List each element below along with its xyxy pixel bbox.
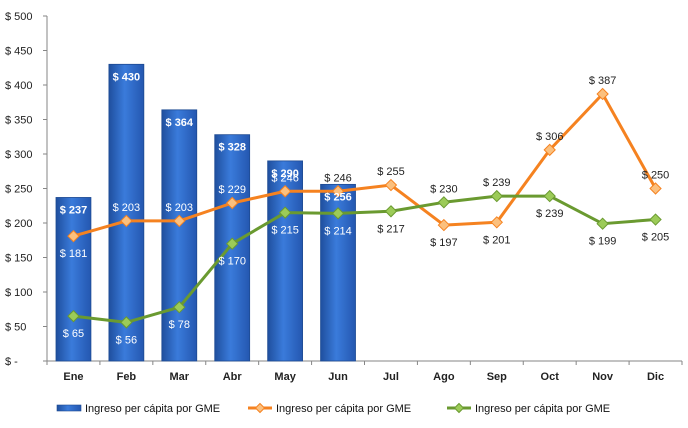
- legend-label: Ingreso per cápita por GME: [276, 403, 411, 415]
- data-point: [173, 300, 186, 314]
- line-value-label: $ 229: [218, 184, 246, 196]
- data-point: [543, 143, 556, 157]
- data-point: [543, 189, 556, 203]
- x-tick-label: Jul: [383, 371, 399, 383]
- data-point: [331, 207, 345, 220]
- line-value-label: $ 250: [642, 170, 670, 182]
- data-point: [437, 196, 451, 209]
- line-value-label: $ 78: [169, 319, 190, 331]
- line-value-label: $ 255: [377, 166, 405, 178]
- data-point: [331, 185, 345, 198]
- x-tick-label: Oct: [541, 371, 560, 383]
- line-value-label: $ 181: [60, 248, 88, 260]
- data-point: [490, 216, 503, 229]
- data-point: [649, 213, 662, 226]
- bar: [161, 109, 198, 362]
- line-value-label: $ 201: [483, 234, 511, 246]
- x-tick-label: Sep: [487, 371, 507, 383]
- x-tick-label: Feb: [117, 371, 137, 383]
- data-point: [226, 237, 239, 250]
- y-tick-label: $ 300: [5, 149, 33, 161]
- series-line: [73, 92, 657, 238]
- line-value-label: $ 230: [430, 183, 458, 195]
- line-value-label: $ 306: [536, 131, 564, 143]
- data-point: [437, 218, 451, 232]
- x-tick-label: Nov: [592, 371, 614, 383]
- y-tick-label: $ -: [5, 356, 18, 368]
- bar-series: [55, 63, 356, 362]
- line-value-label: $ 65: [63, 328, 84, 340]
- data-point: [173, 214, 186, 228]
- legend-label: Ingreso per cápita por GME: [475, 403, 610, 415]
- line-value-label: $ 203: [113, 202, 141, 214]
- legend-marker: [254, 402, 266, 414]
- x-tick-label: Abr: [223, 371, 243, 383]
- axes: $ - $ 50 $ 100 $ 150 $ 200 $ 250 $ 300 $ 350 $ 4…: [5, 11, 683, 383]
- line-value-label: $ 246: [324, 172, 352, 184]
- data-point: [226, 196, 239, 210]
- x-tick-label: Ago: [433, 371, 455, 383]
- y-tick-label: $ 250: [5, 184, 33, 196]
- bar-value-label: $ 237: [60, 204, 88, 216]
- x-tick-label: May: [274, 371, 296, 383]
- data-point: [384, 205, 398, 218]
- line-value-label: $ 197: [430, 237, 458, 249]
- line-value-label: $ 215: [271, 225, 299, 237]
- line-value-label: $ 203: [166, 202, 194, 214]
- line-value-label: $ 246: [271, 172, 299, 184]
- bar: [55, 197, 92, 362]
- x-tick-label: Mar: [170, 371, 190, 383]
- y-tick-label: $ 50: [5, 322, 26, 334]
- legend: Ingreso per cápita por GME Ingreso per cá…: [56, 402, 610, 415]
- data-point: [278, 206, 292, 219]
- line-series: [67, 87, 662, 329]
- line-value-label: $ 217: [377, 223, 405, 235]
- y-tick-label: $ 100: [5, 287, 33, 299]
- line-value-label: $ 170: [218, 256, 246, 268]
- bar-value-label: $ 290: [271, 168, 299, 180]
- legend-label: Ingreso per cápita por GME: [85, 403, 220, 415]
- bar-value-label: $ 430: [113, 71, 141, 83]
- y-tick-label: $ 400: [5, 80, 33, 92]
- legend-marker: [453, 402, 465, 414]
- x-tick-label: Jun: [328, 371, 348, 383]
- data-point: [120, 214, 133, 228]
- data-point: [596, 87, 609, 101]
- bar: [108, 63, 145, 362]
- legend-swatch: [56, 404, 82, 412]
- data-point: [490, 189, 503, 203]
- data-point: [278, 185, 292, 198]
- data-labels: $ 237 $ 430 $ 364 $ 328 $ 290 $ 256 $ 181 $ 203…: [60, 71, 670, 346]
- line-value-label: $ 205: [642, 232, 670, 244]
- line-value-label: $ 214: [324, 225, 352, 237]
- bar-value-label: $ 364: [166, 117, 194, 129]
- x-tick-label: Dic: [647, 371, 664, 383]
- data-point: [120, 316, 133, 329]
- y-tick-label: $ 150: [5, 253, 33, 265]
- y-tick-label: $ 350: [5, 115, 33, 127]
- data-point: [67, 309, 80, 323]
- line-value-label: $ 199: [589, 236, 617, 248]
- bar-value-label: $ 328: [218, 142, 246, 154]
- y-tick-label: $ 500: [5, 11, 33, 23]
- x-tick-label: Ene: [63, 371, 83, 383]
- data-point: [384, 178, 398, 192]
- y-tick-label: $ 200: [5, 218, 33, 230]
- series-line: [73, 194, 656, 324]
- line-value-label: $ 239: [536, 208, 564, 220]
- bar-value-label: $ 256: [324, 191, 352, 203]
- line-value-label: $ 56: [116, 334, 137, 346]
- data-point: [67, 229, 80, 243]
- data-point: [596, 217, 609, 230]
- data-point: [649, 182, 662, 195]
- line-value-label: $ 239: [483, 177, 511, 189]
- y-tick-label: $ 450: [5, 46, 33, 58]
- line-value-label: $ 387: [589, 75, 617, 87]
